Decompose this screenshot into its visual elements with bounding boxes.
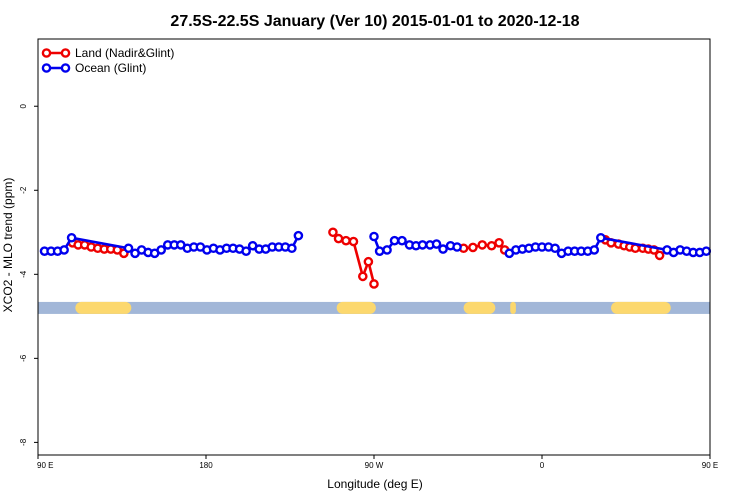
legend-ocean-label: Ocean (Glint) [75, 61, 146, 75]
legend: Land (Nadir&Glint)Ocean (Glint) [41, 46, 174, 75]
land-data-point [341, 235, 351, 246]
ocean-data-point [701, 246, 712, 257]
ocean-data-point [241, 246, 251, 257]
x-tick-label: 90 E [37, 461, 53, 470]
ocean-data-point [397, 235, 407, 246]
x-tick-label: 90 W [365, 461, 384, 470]
land-data-point [363, 256, 374, 267]
y-tick-label: -4 [19, 270, 28, 278]
land-mask-segment [75, 301, 132, 314]
y-axis-label: XCO2 - MLO trend (ppm) [1, 178, 15, 313]
ocean-data-point [596, 232, 606, 243]
ocean-data-point [550, 243, 560, 254]
ocean-data-point [589, 245, 600, 255]
ocean-data-point [374, 246, 385, 257]
y-tick-label: 0 [19, 103, 28, 108]
land-data-point [486, 240, 497, 251]
ocean-data-point [417, 240, 428, 250]
ocean-data-point [389, 235, 400, 246]
ocean-data-point [438, 244, 448, 254]
x-tick-label: 90 E [702, 461, 718, 470]
legend-ocean-marker [60, 63, 71, 73]
land-data-point [477, 240, 488, 250]
ocean-data-point [66, 232, 77, 243]
x-tick-label: 180 [199, 461, 213, 470]
land-mask-segment [611, 301, 671, 314]
ocean-data-point [369, 231, 379, 242]
x-axis-label: Longitude (deg E) [327, 477, 422, 491]
legend-land-marker [60, 48, 71, 58]
land-data-point [333, 233, 344, 244]
land-data-point [348, 236, 359, 247]
legend-land-label: Land (Nadir&Glint) [75, 46, 174, 60]
ocean-data-point [156, 245, 166, 255]
plot-area [38, 227, 712, 314]
land-data-point [357, 271, 368, 282]
ocean-data-point [452, 242, 462, 252]
land-data-point [654, 250, 665, 261]
land-mask-segment [510, 301, 516, 314]
ocean-data-point [59, 245, 69, 255]
x-tick-label: 0 [540, 461, 545, 470]
y-tick-label: -8 [19, 438, 28, 446]
y-tick-label: -6 [19, 354, 28, 362]
ocean-series-line [71, 236, 129, 250]
land-mask-segment [336, 301, 376, 314]
y-tick-label: -2 [19, 186, 28, 194]
ocean-series-line [600, 236, 668, 252]
chart-title: 27.5S-22.5S January (Ver 10) 2015-01-01 … [170, 13, 579, 30]
legend-ocean-marker [41, 63, 52, 73]
land-data-point [328, 227, 338, 238]
ocean-data-point [287, 243, 297, 254]
ocean-data-point [123, 243, 134, 254]
ocean-data-point [382, 245, 392, 255]
land-mask-segment [463, 301, 496, 314]
legend-land-marker [41, 48, 52, 58]
ocean-data-point [431, 239, 442, 249]
land-data-point [468, 242, 478, 253]
ocean-data-point [293, 230, 304, 241]
land-data-point [494, 237, 504, 248]
land-data-point [369, 279, 379, 289]
